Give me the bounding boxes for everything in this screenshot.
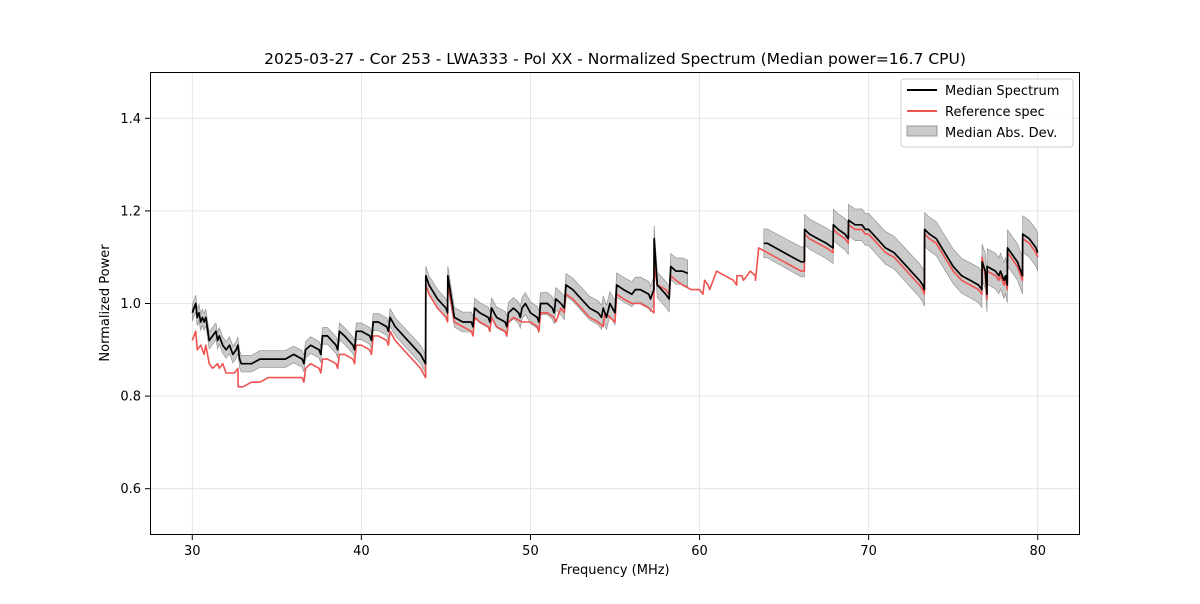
y-tick-label: 1.4	[120, 112, 141, 127]
y-tick-label: 0.8	[120, 390, 141, 405]
y-tick-label: 1.2	[120, 204, 141, 219]
x-tick-label: 30	[184, 544, 201, 559]
x-tick-label: 40	[353, 544, 370, 559]
y-tick-label: 0.6	[120, 482, 141, 497]
median-spectrum-line-2	[763, 219, 1039, 296]
reference-spec-line	[191, 224, 1039, 388]
legend-swatch-mad	[906, 125, 938, 137]
legend: Median Spectrum Reference spec Median Ab…	[900, 78, 1074, 148]
x-tick-label: 80	[1029, 544, 1046, 559]
plot-frame	[150, 72, 1080, 535]
x-tick-label: 70	[860, 544, 877, 559]
median-spectrum-line-1	[191, 237, 689, 365]
legend-box	[900, 78, 1074, 148]
y-axis-label: Normalized Power	[98, 244, 113, 362]
chart-title: 2025-03-27 - Cor 253 - LWA333 - Pol XX -…	[264, 50, 966, 68]
mad-band-0	[192, 225, 689, 374]
legend-label-mad: Median Abs. Dev.	[945, 126, 1057, 141]
tick-layer: 30 40 50 60 70 80 0.6 0.8 1.0 1.2 1.4	[120, 112, 1046, 559]
y-tick-label: 1.0	[120, 297, 141, 312]
x-tick-label: 50	[522, 544, 539, 559]
mad-band-layer	[192, 203, 1038, 374]
legend-label-median: Median Spectrum	[945, 84, 1059, 99]
x-axis-label: Frequency (MHz)	[560, 563, 669, 578]
legend-label-reference: Reference spec	[945, 105, 1045, 120]
x-tick-label: 60	[691, 544, 708, 559]
series-layer	[191, 219, 1039, 388]
